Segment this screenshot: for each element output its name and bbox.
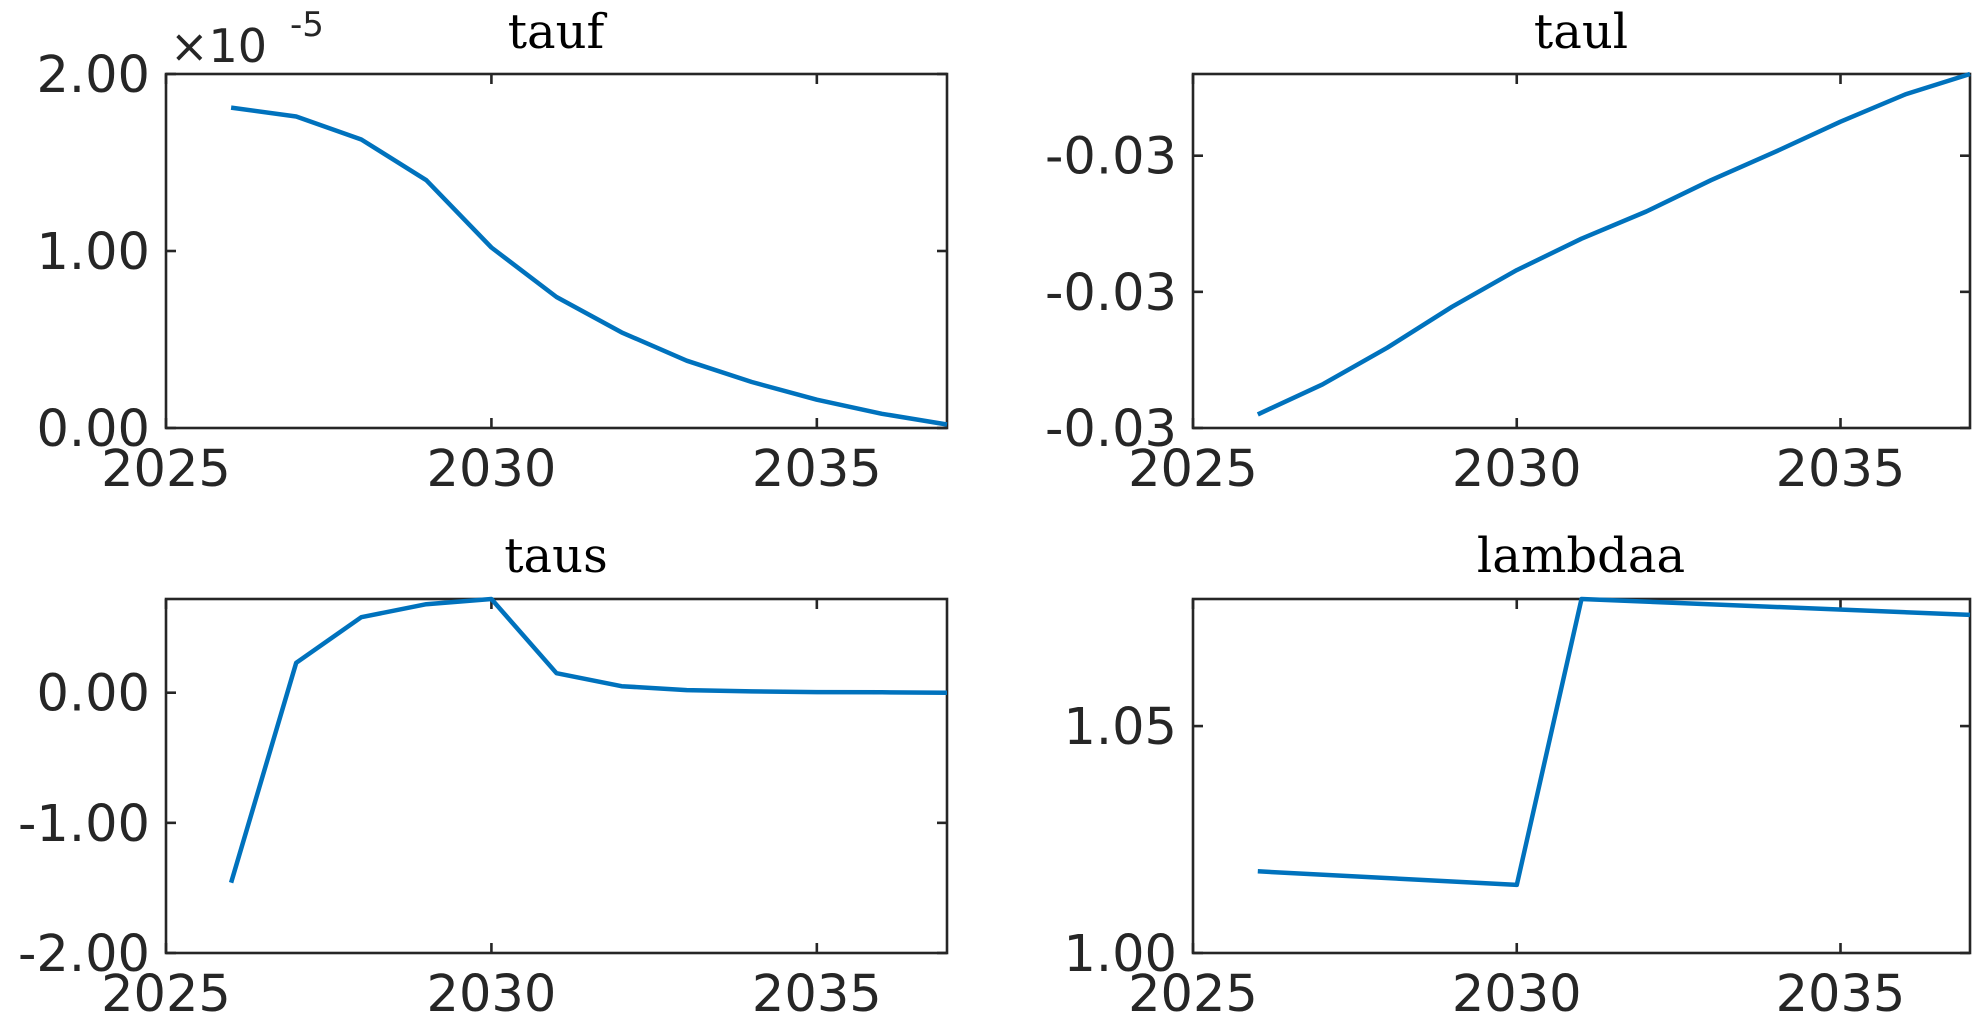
x-axis: 2025 2030 2035 — [1128, 599, 1905, 1024]
x-tick-label: 2035 — [1776, 965, 1906, 1024]
chart-panel-lambdaa: lambdaa 2025 2030 2035 1.00 1.05 — [1063, 528, 1972, 1024]
chart-title: taul — [1534, 4, 1628, 60]
series-line — [1256, 71, 1971, 417]
axes-frame — [1191, 72, 1972, 430]
x-tick-label: 2035 — [752, 440, 882, 499]
axes-frame — [164, 72, 949, 430]
chart-panel-tauf: tauf ×10 -5 2025 2030 2035 0.00 1.00 2.00 — [36, 4, 949, 499]
series-line — [228, 596, 948, 884]
x-tick-label: 2035 — [752, 965, 882, 1024]
y-tick-label: -1.00 — [18, 795, 150, 854]
y-tick-label: 0.00 — [36, 400, 150, 459]
y-tick-label: 0.00 — [36, 665, 150, 724]
y-tick-label: -0.03 — [1045, 264, 1177, 323]
y-tick-label: 2.00 — [36, 46, 150, 105]
x-axis: 2025 2030 2035 — [101, 74, 882, 499]
y-multiplier-exponent: -5 — [290, 5, 324, 45]
x-tick-label: 2030 — [1452, 965, 1582, 1024]
y-tick-label: 1.05 — [1063, 698, 1177, 757]
x-tick-label: 2025 — [101, 965, 231, 1024]
y-axis: -2.00 -1.00 0.00 — [18, 665, 947, 984]
y-tick-label: 1.00 — [1063, 925, 1177, 984]
y-axis-multiplier: ×10 -5 — [170, 5, 324, 73]
chart-title: taus — [504, 528, 607, 584]
x-tick-label: 2025 — [1128, 965, 1258, 1024]
chart-title: tauf — [508, 4, 608, 60]
axes-frame — [1191, 597, 1972, 955]
y-axis: 1.00 1.05 — [1063, 698, 1970, 984]
x-tick-label: 2030 — [1452, 440, 1582, 499]
axes-frame — [164, 597, 949, 955]
chart-panel-taul: taul 2025 2030 2035 -0.03 -0.03 -0.03 — [1045, 4, 1972, 499]
series-line — [230, 105, 948, 427]
x-tick-label: 2030 — [427, 965, 557, 1024]
x-tick-label: 2025 — [1128, 440, 1258, 499]
y-axis: -0.03 -0.03 -0.03 — [1045, 128, 1970, 459]
y-tick-label: 1.00 — [36, 223, 150, 282]
y-multiplier-base: ×10 — [170, 19, 267, 73]
y-tick-label: -0.03 — [1045, 128, 1177, 187]
y-tick-label: -0.03 — [1045, 400, 1177, 459]
y-axis: 0.00 1.00 2.00 — [36, 46, 947, 459]
chart-panel-taus: taus 2025 2030 2035 -2.00 -1.00 0.00 — [18, 528, 949, 1024]
x-tick-label: 2035 — [1776, 440, 1906, 499]
x-tick-label: 2025 — [101, 440, 231, 499]
x-axis: 2025 2030 2035 — [1128, 74, 1905, 499]
y-tick-label: -2.00 — [18, 925, 150, 984]
x-axis: 2025 2030 2035 — [101, 599, 882, 1024]
x-tick-label: 2030 — [427, 440, 557, 499]
series-line — [1257, 596, 1971, 888]
chart-title: lambdaa — [1477, 528, 1685, 584]
